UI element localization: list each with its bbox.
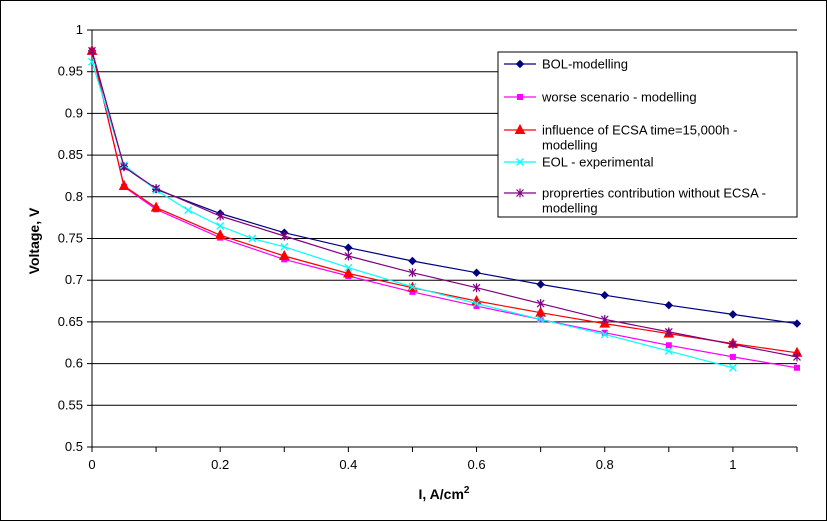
legend-marker [514, 123, 526, 134]
y-tick-label: 1 [76, 22, 83, 37]
y-tick-label: 0.55 [58, 397, 83, 412]
data-point [664, 327, 673, 337]
legend-marker [516, 188, 524, 198]
legend-label: worse scenario - modelling [541, 90, 697, 105]
x-axis-title: I, A/cm2 [419, 485, 470, 502]
x-tick-label: 0 [88, 457, 95, 472]
y-tick-label: 0.7 [65, 272, 83, 287]
legend-marker [516, 158, 524, 166]
series-line [91, 61, 734, 369]
legend-entry: EOL - experimental [504, 155, 654, 170]
legend-entry: influence of ECSA time=15,000h -modellin… [504, 123, 737, 153]
y-tick-label: 0.65 [58, 314, 83, 329]
data-point [472, 268, 481, 277]
x-tick-label: 1 [729, 457, 736, 472]
data-point [344, 263, 353, 272]
data-point [728, 310, 738, 319]
data-point [600, 330, 609, 339]
data-point [150, 201, 162, 212]
x-tick-label: 0.6 [468, 457, 486, 472]
legend-label: proprerties contribution without ECSA -m… [542, 186, 766, 216]
data-point [536, 315, 545, 324]
data-point [664, 347, 673, 356]
data-point [88, 46, 96, 56]
y-tick-label: 0.6 [65, 356, 83, 371]
data-point [280, 242, 289, 251]
data-point [665, 342, 672, 349]
legend-label: BOL-modelling [542, 57, 628, 72]
axes: 0.5 0.55 0.6 0.65 0.7 0.75 0.8 0.85 0.9 0.95 1 0 0.2… [58, 22, 798, 472]
data-point [472, 283, 481, 293]
x-tick-label: 0.8 [596, 457, 614, 472]
data-point [214, 229, 226, 240]
data-point [408, 256, 417, 266]
y-axis-title: Voltage, V [26, 207, 42, 274]
y-tick-label: 0.95 [58, 64, 83, 79]
data-point [728, 339, 737, 349]
data-point [120, 162, 128, 172]
legend-marker [515, 59, 525, 69]
x-tick-label: 0.2 [211, 457, 229, 472]
data-point [248, 234, 257, 243]
data-point [792, 319, 802, 328]
data-point [118, 179, 130, 190]
data-point [536, 280, 545, 289]
legend-entry: BOL-modelling [504, 57, 628, 72]
y-tick-label: 0.5 [65, 439, 83, 454]
data-point [535, 306, 546, 317]
data-point [280, 231, 289, 241]
y-tick-label: 0.85 [58, 147, 83, 162]
x-tick-label: 0.4 [339, 457, 357, 472]
data-point [184, 206, 193, 215]
x-axis-title-superscript: 2 [464, 485, 470, 496]
data-point [729, 353, 736, 360]
legend-label: EOL - experimental [542, 155, 654, 170]
data-point [216, 211, 225, 221]
x-axis-title-main: I, A/cm [419, 486, 464, 502]
data-point [408, 282, 417, 291]
data-point [278, 249, 290, 261]
data-point [152, 183, 161, 193]
series-layer [86, 44, 803, 372]
data-point [216, 222, 225, 230]
series-5 [88, 46, 801, 362]
data-point [793, 352, 801, 362]
legend-entry: worse scenario - modelling [504, 90, 697, 105]
data-point [728, 363, 737, 372]
y-tick-label: 0.8 [65, 189, 83, 204]
data-point [344, 243, 353, 252]
data-point [794, 364, 800, 371]
data-point [664, 301, 674, 310]
y-tick-label: 0.9 [65, 105, 83, 120]
legend: BOL-modelling worse scenario - modelling i… [497, 51, 798, 218]
data-point [472, 299, 481, 308]
data-point [408, 268, 417, 278]
legend-entry: proprerties contribution without ECSA -m… [504, 186, 766, 216]
data-point [600, 291, 609, 300]
data-point [343, 267, 354, 278]
legend-label: influence of ECSA time=15,000h -modellin… [542, 123, 737, 153]
legend-marker [517, 94, 523, 100]
data-point [536, 299, 545, 309]
data-point [600, 314, 609, 324]
data-point [344, 251, 353, 261]
legend-box [497, 51, 798, 218]
y-tick-label: 0.75 [58, 231, 83, 246]
